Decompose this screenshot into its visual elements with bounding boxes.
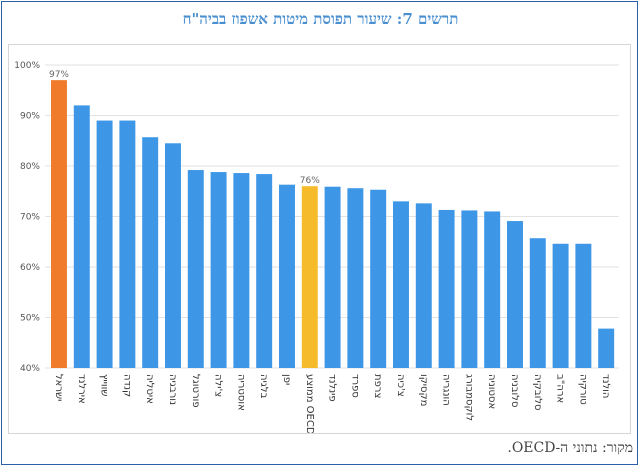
- y-tick-label: 50%: [20, 314, 40, 324]
- bar: [233, 173, 250, 368]
- y-tick-label: 40%: [20, 364, 40, 374]
- category-label: אסטוניה: [486, 374, 497, 409]
- category-label: ארה"ב: [555, 374, 566, 403]
- bar: [393, 201, 409, 368]
- bar: [73, 105, 90, 369]
- bar: [187, 170, 204, 368]
- data-label: 76%: [300, 176, 320, 186]
- bar: [529, 238, 546, 368]
- category-label: איטליה: [144, 374, 155, 404]
- y-tick-label: 80%: [20, 162, 40, 172]
- bar: [438, 209, 455, 368]
- bar: [461, 210, 478, 368]
- bar: [415, 203, 432, 368]
- category-label: סלובקיה: [532, 374, 543, 411]
- category-label: אירלנד: [76, 374, 87, 404]
- bar: [119, 120, 136, 368]
- category-label: פינלנד: [327, 374, 338, 402]
- bar: [279, 184, 295, 368]
- data-label: 97%: [49, 70, 69, 80]
- category-label: ממוצע OECD: [304, 374, 315, 433]
- category-label: סלובניה: [509, 374, 520, 407]
- bar: [142, 137, 159, 368]
- bar: [598, 328, 615, 368]
- y-tick-label: 60%: [20, 263, 40, 273]
- bar-chart: 40% 50% 60% 70% 80% 90% 100% ישראל אירלנד שווייץ ק…: [14, 61, 619, 433]
- category-label: צ'כיה: [395, 374, 406, 397]
- chart-title: תרשים 7: שיעור תפוסת מיטות אשפוז בביה"ח: [182, 10, 459, 28]
- source-note: מקור: נתוני ה-OECD.: [507, 440, 633, 456]
- bar: [165, 143, 181, 368]
- bar: [507, 221, 523, 368]
- category-label: לוקסמבורג: [463, 374, 474, 421]
- bar: [552, 243, 569, 368]
- category-label: צ'ילה: [213, 374, 224, 397]
- bar: [301, 186, 318, 368]
- bar: [256, 174, 273, 368]
- category-label: טורקיה: [577, 374, 588, 405]
- bar: [51, 80, 67, 369]
- bar: [370, 189, 387, 368]
- category-label: הונגריה: [441, 374, 452, 406]
- category-label: שווייץ: [99, 374, 110, 396]
- bar: [347, 188, 364, 368]
- y-tick-label: 100%: [14, 61, 40, 71]
- bar: [484, 211, 501, 368]
- category-label: פורטוגל: [190, 374, 201, 408]
- category-label: יפן: [281, 374, 292, 385]
- bar: [575, 243, 592, 368]
- category-label: אוסטריה: [235, 374, 246, 411]
- y-tick-label: 90%: [20, 112, 40, 122]
- category-label: ישראל: [53, 374, 64, 401]
- bar: [96, 120, 113, 368]
- plot-area: 40% 50% 60% 70% 80% 90% 100% ישראל אירלנד שווייץ ק…: [8, 44, 631, 434]
- category-label: בלגיה: [258, 374, 269, 399]
- category-label: ספרד: [349, 374, 360, 398]
- y-tick-label: 70%: [20, 213, 40, 223]
- category-label: הולנד: [600, 374, 611, 398]
- category-label: קנדה: [121, 374, 132, 397]
- bar: [324, 186, 341, 368]
- category-label: נורבגיה: [167, 374, 178, 405]
- category-label: מקסיקו: [418, 374, 429, 406]
- category-label: צרפת: [372, 374, 383, 398]
- bar: [210, 172, 227, 368]
